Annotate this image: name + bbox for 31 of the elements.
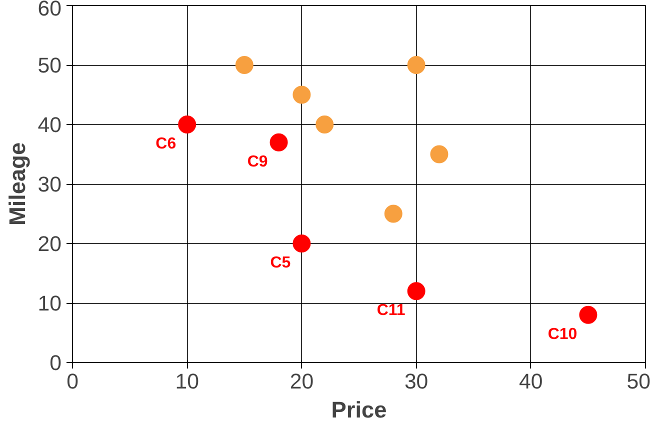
y-tick-label: 10: [38, 292, 62, 316]
y-tick-label: 20: [38, 232, 62, 256]
annotation: C6: [156, 136, 176, 152]
annotation: C5: [270, 254, 291, 272]
annotation: C10: [548, 326, 578, 343]
y-tick-label: 50: [38, 54, 62, 78]
x-tick-label: 20: [290, 370, 314, 394]
point: [270, 133, 288, 152]
x-tick-label: 50: [626, 370, 651, 394]
point: [384, 204, 402, 223]
annotation: C9: [247, 153, 268, 170]
y-tick-label: 0: [50, 351, 62, 375]
y-tick-label: 30: [38, 172, 62, 196]
x-tick-label: 30: [404, 370, 428, 394]
point: [178, 116, 196, 134]
y-axis-title: Mileage: [4, 142, 30, 226]
point: [292, 86, 311, 104]
point: [292, 234, 311, 252]
x-tick-label: 40: [519, 370, 543, 394]
x-tick-label: 0: [66, 370, 79, 394]
x-axis-title: Price: [331, 396, 387, 422]
y-tick-label: 60: [38, 0, 62, 20]
point: [430, 145, 448, 164]
y-tick-label: 40: [38, 113, 62, 137]
point: [407, 282, 426, 300]
point: [579, 306, 598, 324]
x-tick-label: 10: [175, 370, 200, 394]
point: [235, 56, 254, 74]
annotation: C11: [376, 302, 406, 320]
point: [316, 116, 334, 134]
point: [407, 56, 426, 74]
